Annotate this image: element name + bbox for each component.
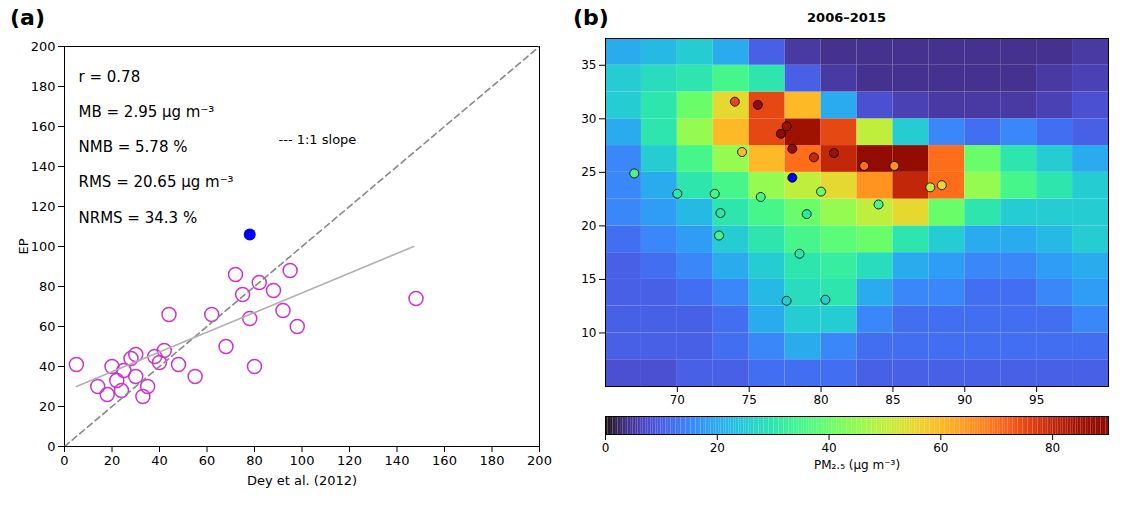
svg-text:180: 180 xyxy=(480,453,505,468)
svg-text:100: 100 xyxy=(290,453,315,468)
svg-text:95: 95 xyxy=(1029,393,1044,407)
svg-text:35: 35 xyxy=(581,58,596,72)
html-text:2006–2015: 2006–2015 xyxy=(807,10,886,25)
svg-text:100: 100 xyxy=(31,239,56,254)
html-text:(b): (b) xyxy=(573,5,609,30)
svg-text:--- 1:1 slope: --- 1:1 slope xyxy=(279,132,357,147)
svg-text:r = 0.78MB = 2.95 μg m⁻³NMB =: r = 0.78MB = 2.95 μg m⁻³NMB = 5.78 %RMS … xyxy=(79,68,234,227)
svg-text:0: 0 xyxy=(47,439,55,454)
svg-text:200: 200 xyxy=(31,39,56,54)
svg-text:180: 180 xyxy=(31,79,56,94)
svg-text:80: 80 xyxy=(246,453,263,468)
svg-text:160: 160 xyxy=(31,119,56,134)
svg-text:75: 75 xyxy=(742,393,757,407)
svg-text:140: 140 xyxy=(385,453,410,468)
svg-text:60: 60 xyxy=(199,453,216,468)
svg-text:20: 20 xyxy=(39,399,56,414)
svg-text:80: 80 xyxy=(1045,441,1060,455)
svg-text:PM₂.₅ (μg m⁻³): PM₂.₅ (μg m⁻³) xyxy=(814,458,900,472)
svg-text:20: 20 xyxy=(710,441,725,455)
svg-text:25: 25 xyxy=(581,165,596,179)
svg-text:85: 85 xyxy=(885,393,900,407)
svg-text:0: 0 xyxy=(60,453,68,468)
svg-text:200: 200 xyxy=(527,453,552,468)
svg-text:40: 40 xyxy=(821,441,836,455)
svg-text:Dey et al. (2012): Dey et al. (2012) xyxy=(247,473,357,488)
svg-text:10: 10 xyxy=(581,326,596,340)
svg-text:15: 15 xyxy=(581,272,596,286)
svg-text:120: 120 xyxy=(337,453,362,468)
svg-text:20: 20 xyxy=(104,453,121,468)
svg-text:60: 60 xyxy=(933,441,948,455)
html-text:(a): (a) xyxy=(10,5,45,30)
svg-text:30: 30 xyxy=(581,112,596,126)
svg-text:60: 60 xyxy=(39,319,56,334)
svg-text:40: 40 xyxy=(39,359,56,374)
svg-text:80: 80 xyxy=(39,279,56,294)
svg-text:0: 0 xyxy=(602,441,610,455)
svg-text:140: 140 xyxy=(31,159,56,174)
svg-text:80: 80 xyxy=(813,393,828,407)
svg-text:90: 90 xyxy=(957,393,972,407)
svg-text:120: 120 xyxy=(31,199,56,214)
svg-text:EP: EP xyxy=(16,238,31,254)
svg-text:40: 40 xyxy=(151,453,168,468)
svg-text:160: 160 xyxy=(432,453,457,468)
svg-text:70: 70 xyxy=(670,393,685,407)
svg-text:20: 20 xyxy=(581,219,596,233)
